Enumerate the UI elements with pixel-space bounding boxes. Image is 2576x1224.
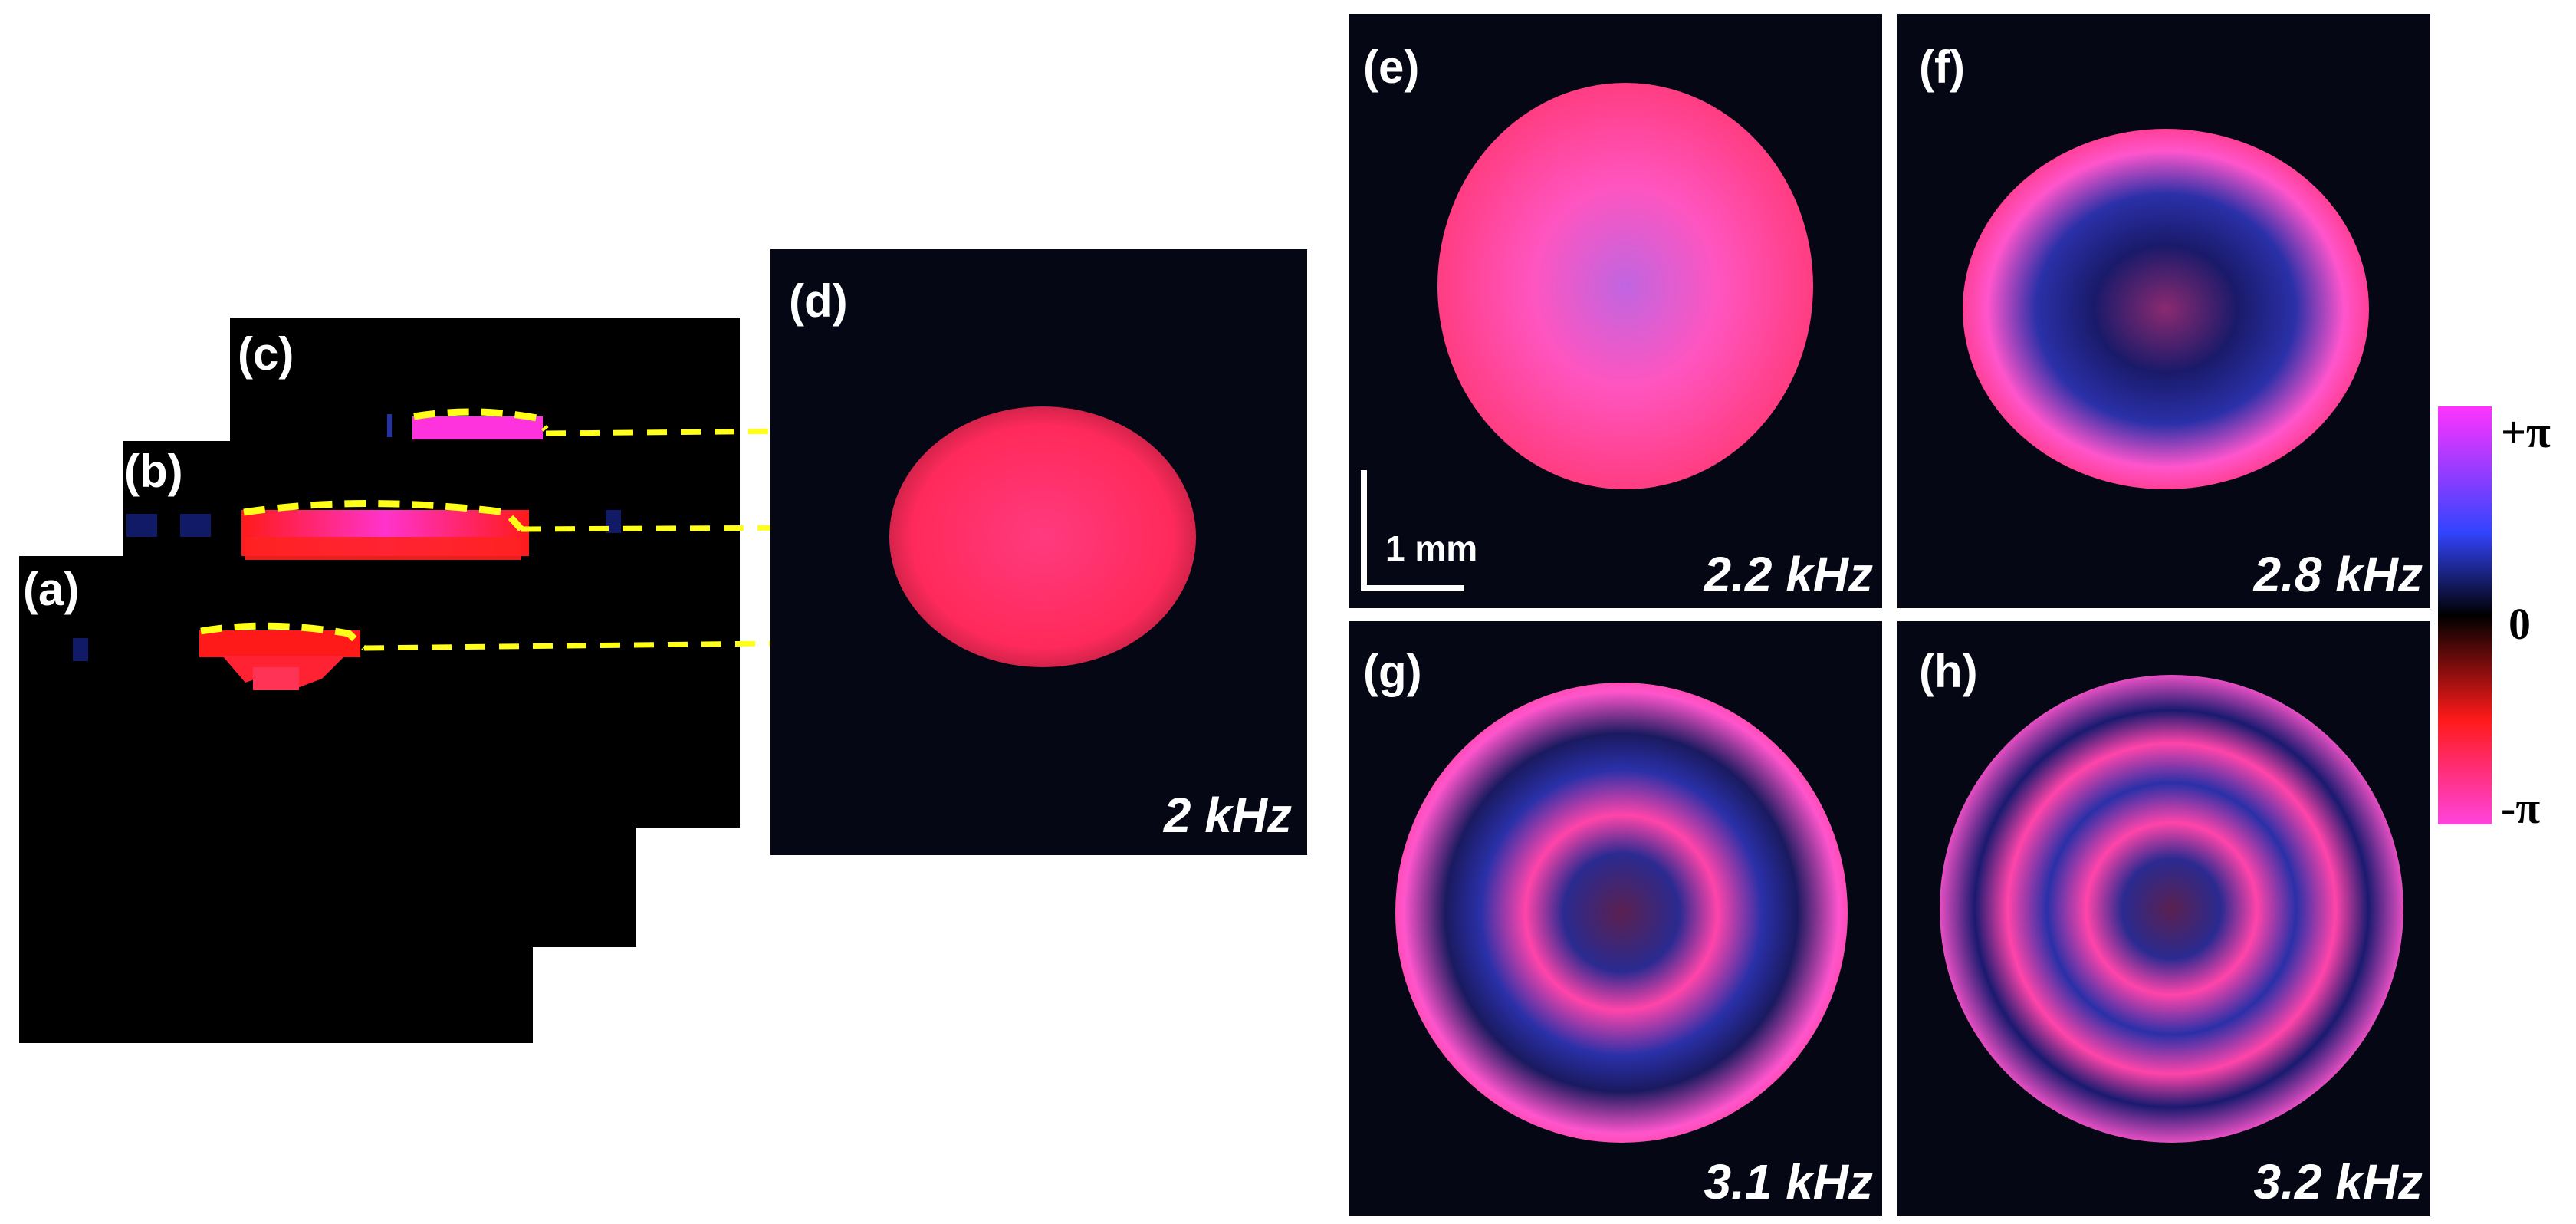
phase-disk-e [1438,83,1813,489]
panel-d: (d) 2 kHz [770,249,1307,855]
scale-bar: 1 mm [1361,470,1477,593]
panel-a-label: (a) [23,564,80,615]
panel-h-label: (h) [1919,646,1978,697]
phase-colorbar [2438,406,2492,824]
panel-f: (f) 2.8 kHz [1898,14,2430,608]
panel-h-frequency: 3.2 kHz [2253,1154,2423,1209]
panel-b-label: (b) [124,446,183,497]
profile-b [127,510,621,560]
panel-d-frequency: 2 kHz [1163,788,1292,843]
panel-g-label: (g) [1363,646,1422,697]
panel-g-frequency: 3.1 kHz [1704,1154,1873,1209]
panel-h: (h) 3.2 kHz [1898,621,2430,1216]
scale-bar-label: 1 mm [1385,528,1478,568]
panel-e-label: (e) [1363,41,1420,93]
phase-rings-h [1940,675,2404,1143]
profile-outlines [200,408,549,651]
panel-g: (g) 3.1 kHz [1349,621,1882,1216]
colorbar-mid-label: 0 [2509,599,2531,649]
colorbar-top-label: +π [2501,407,2551,457]
panel-f-frequency: 2.8 kHz [2253,547,2423,602]
colorbar-bottom-label: -π [2501,783,2541,833]
phase-rings-g [1395,683,1848,1143]
panel-d-label: (d) [789,275,848,327]
panel-e: (e) 1 mm 2.2 kHz [1349,14,1882,608]
phase-disk-d [889,406,1196,667]
panel-f-label: (f) [1919,41,1965,93]
profile-c [387,414,543,439]
panel-c-label: (c) [238,328,294,380]
phase-ring-f [1963,129,2369,489]
panel-e-frequency: 2.2 kHz [1704,547,1873,602]
profile-a [73,630,360,690]
